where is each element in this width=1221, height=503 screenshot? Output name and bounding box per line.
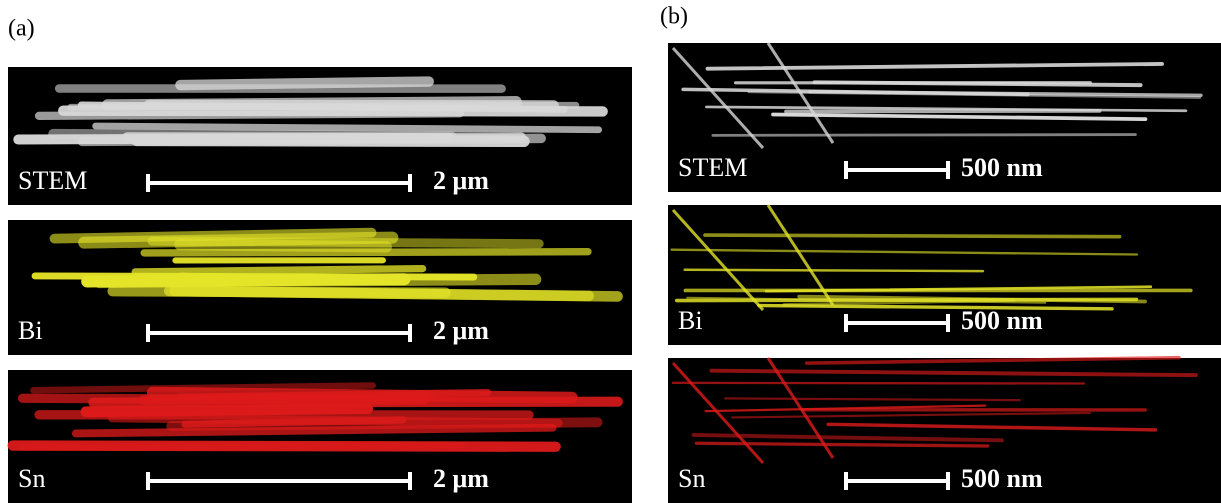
element-label: STEM	[678, 153, 747, 182]
scale-label: 500 nm	[961, 306, 1043, 335]
micrograph: STEM 2 μm	[8, 67, 632, 205]
scale-label: 500 nm	[961, 464, 1043, 493]
panel-label: (b)	[660, 4, 688, 30]
nanowire-streak	[135, 269, 422, 272]
scale-label: 500 nm	[961, 153, 1043, 182]
element-label: Sn	[678, 464, 705, 493]
scale-label: 2 μm	[433, 166, 489, 195]
scale-label: 2 μm	[433, 316, 489, 345]
nanowire-streak	[23, 398, 425, 400]
nanowire-streak	[86, 409, 368, 412]
nanowire-streak	[22, 445, 462, 447]
scale-label: 2 μm	[433, 464, 489, 493]
panel-label: (a)	[8, 16, 35, 42]
nanowire-streak	[673, 383, 1084, 384]
element-label: Sn	[18, 464, 45, 493]
micrograph: Bi 500 nm	[668, 205, 1221, 345]
nanowire-streak	[705, 235, 1120, 237]
figure: (a) STEM 2 μm Bi 2 μm Sn 2 μm (b) STEM 500 nm Bi 50…	[0, 0, 1221, 503]
nanowire-streak	[113, 291, 446, 292]
nanowire-streak	[96, 126, 599, 130]
nanowire-streak	[39, 113, 460, 116]
element-label: STEM	[18, 166, 87, 195]
micrograph: STEM 500 nm	[668, 43, 1221, 192]
nanowire-streak	[144, 252, 588, 253]
micrograph: Bi 2 μm	[8, 220, 632, 355]
nanowire-streak	[82, 138, 541, 141]
micrograph: Sn 500 nm	[668, 358, 1221, 503]
nanowire-streak	[180, 245, 386, 247]
nanowire-streak	[185, 420, 403, 424]
element-label: Bi	[18, 316, 43, 345]
nanowire-streak	[87, 279, 404, 281]
nanowire-streak	[713, 135, 1136, 136]
micrograph: Sn 2 μm	[8, 370, 632, 503]
nanowire-streak	[81, 105, 564, 110]
element-label: Bi	[678, 306, 703, 335]
